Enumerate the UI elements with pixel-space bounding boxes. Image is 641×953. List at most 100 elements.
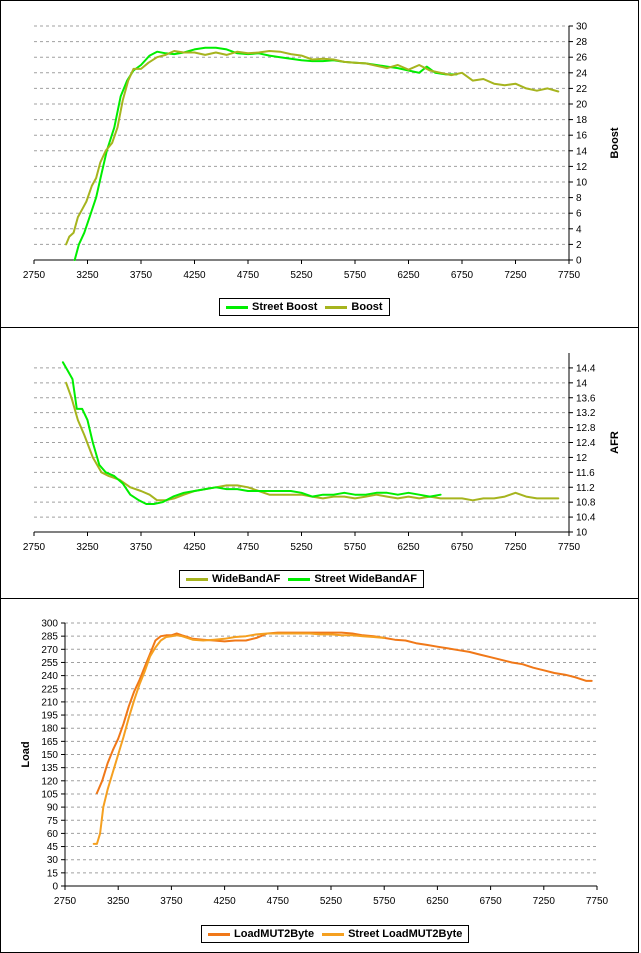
y-tick-label: 12 xyxy=(576,453,588,464)
legend-swatch xyxy=(288,577,311,581)
y-tick-label: 30 xyxy=(47,855,59,866)
y-tick-label: 180 xyxy=(41,724,58,735)
y-tick-label: 12.8 xyxy=(576,423,596,434)
y-tick-label: 270 xyxy=(41,645,58,656)
y-tick-label: 225 xyxy=(41,684,58,695)
legend-item: Street LoadMUT2Byte xyxy=(322,928,462,940)
x-tick-label: 7750 xyxy=(558,542,581,553)
x-tick-label: 4750 xyxy=(267,896,290,907)
legend-label: WideBandAF xyxy=(212,573,281,585)
y-tick-label: 14 xyxy=(576,146,588,157)
y-tick-label: 28 xyxy=(576,37,588,48)
legend-label: Boost xyxy=(351,301,383,313)
legend-swatch xyxy=(325,305,348,309)
y-tick-label: 16 xyxy=(576,131,588,142)
y-tick-label: 11.2 xyxy=(576,483,595,494)
x-tick-label: 3250 xyxy=(76,270,99,281)
y-tick-label: 150 xyxy=(41,750,58,761)
load-chart-panel: 0 15 30 45 60 75 90 105 120 135 150 165 180 195 210 225… xyxy=(0,598,639,953)
y-tick-label: 285 xyxy=(41,632,58,643)
y-tick-label: 4 xyxy=(576,224,582,235)
y-tick-label: 195 xyxy=(41,711,58,722)
x-tick-label: 2750 xyxy=(54,896,77,907)
x-tick-label: 5250 xyxy=(320,896,343,907)
y-tick-label: 30 xyxy=(576,22,588,33)
y-tick-label: 11.6 xyxy=(576,468,595,479)
legend-swatch xyxy=(322,932,345,936)
x-tick-label: 2750 xyxy=(23,270,46,281)
x-tick-label: 3250 xyxy=(76,542,99,553)
y-tick-label: 13.2 xyxy=(576,408,596,419)
legend-label: Street WideBandAF xyxy=(314,573,417,585)
afr-legend: WideBandAF Street WideBandAF xyxy=(179,570,424,588)
series-line-street-loadmut2byte xyxy=(92,632,386,845)
boost-chart-panel: 0 2 4 6 8 10 12 14 16 18 20 22 24 26 28 30 2750 3250 3750 4… xyxy=(0,0,639,328)
afr-chart: 10 10.4 10.8 11.2 11.6 12 12.4 12.8 13.2 13.6 14 14… xyxy=(23,353,621,553)
y-tick-label: 10.8 xyxy=(576,498,596,509)
x-tick-label: 3750 xyxy=(160,896,183,907)
y-tick-label: 26 xyxy=(576,53,588,64)
y-tick-label: 0 xyxy=(52,882,58,893)
load-chart: 0 15 30 45 60 75 90 105 120 135 150 165 180 195 210 225… xyxy=(20,619,609,908)
y-tick-label: 24 xyxy=(576,68,588,79)
y-tick-label: 255 xyxy=(41,658,58,669)
x-tick-label: 3250 xyxy=(107,896,130,907)
y-tick-label: 105 xyxy=(41,789,58,800)
series-line-street-boost xyxy=(73,46,458,261)
x-tick-label: 5250 xyxy=(290,270,313,281)
afr-chart-panel: 10 10.4 10.8 11.2 11.6 12 12.4 12.8 13.2 13.6 14 14… xyxy=(0,327,639,599)
x-tick-label: 7750 xyxy=(586,896,609,907)
y-tick-label: 240 xyxy=(41,671,58,682)
x-tick-label: 7750 xyxy=(558,270,581,281)
x-tick-label: 4250 xyxy=(213,896,236,907)
y-tick-label: 10 xyxy=(576,528,588,539)
y-axis-title: Load xyxy=(20,741,32,767)
y-tick-label: 13.6 xyxy=(576,393,596,404)
x-tick-label: 7250 xyxy=(504,542,527,553)
y-tick-label: 135 xyxy=(41,763,58,774)
y-tick-label: 22 xyxy=(576,84,588,95)
legend-item: WideBandAF xyxy=(186,573,280,585)
x-tick-label: 7250 xyxy=(533,896,556,907)
x-tick-label: 4250 xyxy=(183,270,206,281)
legend-item: Boost xyxy=(325,301,383,313)
legend-swatch xyxy=(226,305,248,309)
y-tick-label: 15 xyxy=(47,868,59,879)
boost-legend: Street Boost Boost xyxy=(219,298,390,316)
y-tick-label: 10.4 xyxy=(576,513,596,524)
y-tick-label: 14 xyxy=(576,378,588,389)
x-tick-label: 4250 xyxy=(183,542,206,553)
y-tick-label: 210 xyxy=(41,697,58,708)
x-tick-label: 4750 xyxy=(237,542,260,553)
y-tick-label: 20 xyxy=(576,100,588,111)
legend-item: Street Boost xyxy=(226,301,317,313)
x-tick-label: 6250 xyxy=(426,896,449,907)
y-tick-label: 165 xyxy=(41,737,58,748)
y-tick-label: 120 xyxy=(41,776,58,787)
x-tick-label: 5750 xyxy=(344,542,367,553)
y-tick-label: 18 xyxy=(576,115,588,126)
legend-label: LoadMUT2Byte xyxy=(234,928,315,940)
x-tick-label: 3750 xyxy=(130,270,153,281)
load-legend: LoadMUT2Byte Street LoadMUT2Byte xyxy=(201,925,470,943)
legend-label: Street Boost xyxy=(252,301,318,313)
y-axis-title: Boost xyxy=(609,127,621,159)
y-tick-label: 10 xyxy=(576,178,588,189)
series-line-boost xyxy=(65,50,560,246)
series-line-widebandaf xyxy=(65,381,560,502)
y-axis-title: AFR xyxy=(609,431,621,454)
y-tick-label: 14.4 xyxy=(576,363,596,374)
series-line-loadmut2byte xyxy=(95,631,593,795)
y-tick-label: 90 xyxy=(47,803,59,814)
x-tick-label: 6750 xyxy=(479,896,502,907)
y-tick-label: 8 xyxy=(576,193,582,204)
y-tick-label: 12.4 xyxy=(576,438,596,449)
legend-swatch xyxy=(208,932,230,936)
legend-label: Street LoadMUT2Byte xyxy=(348,928,463,940)
x-tick-label: 6250 xyxy=(397,270,420,281)
series-line-street-widebandaf xyxy=(61,361,442,505)
x-tick-label: 3750 xyxy=(130,542,153,553)
x-tick-label: 6750 xyxy=(451,542,474,553)
x-tick-label: 6750 xyxy=(451,270,474,281)
